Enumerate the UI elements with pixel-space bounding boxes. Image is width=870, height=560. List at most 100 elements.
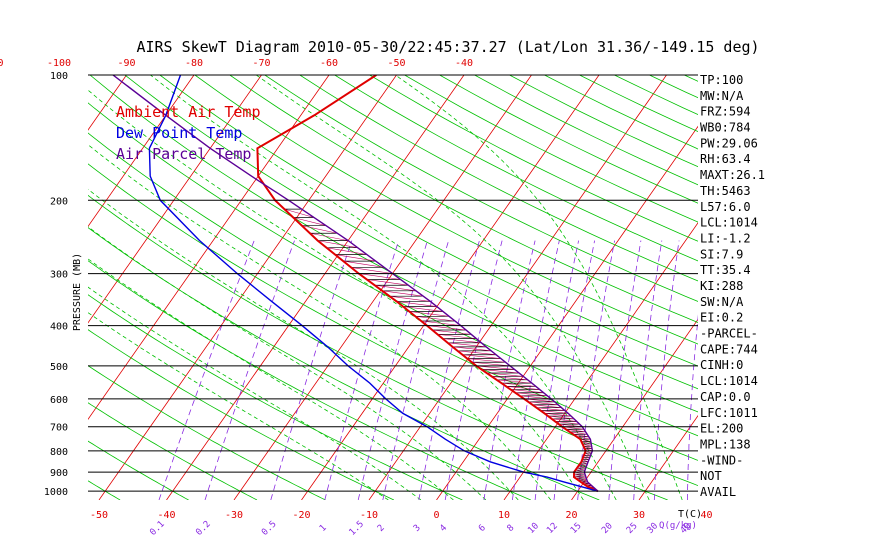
stability-index-item: EI:0.2 xyxy=(700,311,743,325)
cape-hatch-diagonal xyxy=(491,376,528,381)
dry-adiabat xyxy=(334,75,698,262)
cape-hatch-diagonal xyxy=(519,395,552,400)
stability-index-item: KI:288 xyxy=(700,279,743,293)
top-temp-tick-label: -40 xyxy=(455,58,473,69)
cape-hatch-diagonal xyxy=(528,401,559,406)
stability-index-item: -WIND- xyxy=(700,453,743,467)
cape-hatch-diagonal xyxy=(583,445,593,449)
cape-hatch-diagonal xyxy=(583,455,590,458)
cape-hatch-diagonal xyxy=(351,267,393,274)
legend-air-parcel-temp: Air Parcel Temp xyxy=(116,145,251,163)
top-temp-tick-label: -110 xyxy=(0,58,4,69)
mixing-ratio-line xyxy=(444,240,503,500)
stability-index-item: MPL:138 xyxy=(700,437,751,451)
stability-index-item: MW:N/A xyxy=(700,89,744,103)
bottom-temp-tick-label: 20 xyxy=(565,510,577,521)
cape-hatch-diagonal xyxy=(486,372,524,377)
stability-index-item: EL:200 xyxy=(700,422,743,436)
isotherm xyxy=(233,75,532,500)
diagram-grid xyxy=(0,75,870,500)
isotherm xyxy=(638,415,698,500)
chart-title: AIRS SkewT Diagram 2010-05-30/22:45:37.2… xyxy=(136,38,759,56)
dry-adiabat xyxy=(194,75,698,345)
mixing-ratio-line xyxy=(553,240,595,500)
mixing-ratio-tick-label: 12 xyxy=(545,521,560,536)
stability-index-item: CAPE:744 xyxy=(700,342,758,356)
cape-hatch-diagonal xyxy=(582,443,592,447)
isotherm xyxy=(88,75,330,420)
mixing-ratio-line xyxy=(357,240,428,500)
cape-hatch-diagonal xyxy=(457,350,497,356)
bottom-temp-tick-label: 10 xyxy=(498,510,510,521)
dry-adiabat xyxy=(229,75,698,323)
cape-hatch-diagonal xyxy=(540,410,569,414)
cape-hatch xyxy=(275,199,596,490)
legend-dew-point-temp: Dew Point Temp xyxy=(116,124,242,142)
mixing-ratio-line xyxy=(483,240,536,500)
cape-hatch-diagonal xyxy=(343,260,385,268)
cape-hatch-diagonal xyxy=(573,434,589,438)
cape-hatch-diagonal xyxy=(284,208,315,218)
isotherm xyxy=(301,75,600,500)
pressure-tick-label: 1000 xyxy=(44,487,68,498)
dry-adiabat xyxy=(0,75,52,500)
dry-adiabat xyxy=(88,194,668,500)
cape-hatch-diagonal xyxy=(501,382,536,387)
top-temp-tick-label: -90 xyxy=(117,58,135,69)
cape-hatch-diagonal xyxy=(301,225,338,234)
mixing-ratio-tick-label: 8 xyxy=(506,523,517,534)
cape-hatch-diagonal xyxy=(582,459,589,463)
mixing-ratio-line xyxy=(324,240,399,500)
cape-hatch-diagonal xyxy=(437,334,477,339)
bottom-temp-tick-label: -20 xyxy=(292,510,310,521)
stability-index-item: CINH:0 xyxy=(700,358,743,372)
pressure-tick-label: 800 xyxy=(50,447,68,458)
dry-adiabat xyxy=(159,75,698,367)
mixing-ratio-line xyxy=(512,240,560,500)
dew-point-temp-line xyxy=(148,75,599,492)
bottom-temp-tick-label: 0 xyxy=(433,510,439,521)
cape-hatch-diagonal xyxy=(578,465,586,469)
isotherm xyxy=(774,75,870,500)
pressure-tick-label: 600 xyxy=(50,395,68,406)
stability-index-item: LI:-1.2 xyxy=(700,231,751,245)
mixing-ratio-line xyxy=(158,240,255,500)
isotherm xyxy=(88,75,195,228)
cape-hatch-diagonal xyxy=(358,273,401,280)
cape-hatch-diagonal xyxy=(402,306,444,312)
moist-adiabat xyxy=(255,75,650,500)
bottom-temp-tick-label: -40 xyxy=(157,510,175,521)
cape-hatch-diagonal xyxy=(548,415,574,420)
isotherm xyxy=(98,75,397,500)
stability-index-item: LCL:1014 xyxy=(700,374,758,388)
pressure-tick-label: 400 xyxy=(50,322,68,333)
cape-hatch-diagonal xyxy=(293,217,326,226)
cape-hatch-diagonal xyxy=(442,338,482,344)
dry-adiabat xyxy=(124,75,698,390)
cape-hatch-diagonal xyxy=(471,361,511,367)
mixing-ratio-tick-label: 10 xyxy=(526,521,541,536)
dry-adiabat xyxy=(88,294,463,500)
isotherm xyxy=(88,75,127,131)
moist-adiabat xyxy=(88,188,519,500)
dry-adiabat xyxy=(88,440,189,500)
dry-adiabat xyxy=(88,480,121,500)
cape-hatch-diagonal xyxy=(382,290,424,297)
cape-hatch-diagonal xyxy=(462,354,501,359)
cape-hatch-diagonal xyxy=(374,284,416,292)
pressure-tick-label: 700 xyxy=(50,423,68,434)
cape-hatch-diagonal xyxy=(447,342,487,348)
bottom-temp-tick-label: -10 xyxy=(360,510,378,521)
stability-index-item: NOT xyxy=(700,469,722,483)
dry-adiabat xyxy=(264,75,698,302)
mixing-ratio-line xyxy=(633,240,663,500)
mixing-ratio-tick-label: 0.5 xyxy=(260,519,279,538)
isotherm xyxy=(88,75,262,324)
stability-index-item: CAP:0.0 xyxy=(700,390,751,404)
cape-hatch-diagonal xyxy=(576,467,586,471)
cape-hatch-diagonal xyxy=(467,358,506,363)
top-temp-tick-label: -50 xyxy=(387,58,405,69)
stability-index-item: SI:7.9 xyxy=(700,247,743,261)
top-temp-tick-label: -80 xyxy=(185,58,203,69)
